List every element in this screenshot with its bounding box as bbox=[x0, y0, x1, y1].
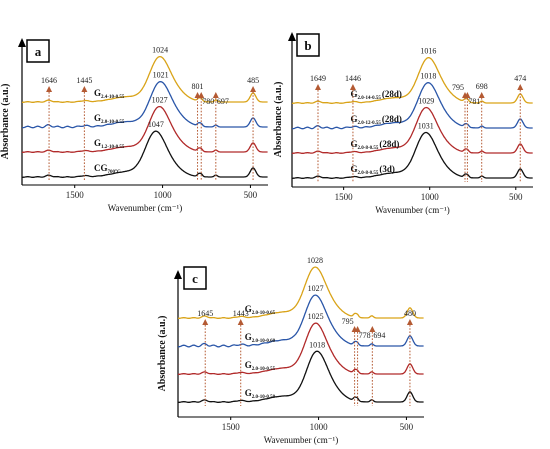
y-axis-label: Absorbance (a.u.) bbox=[157, 316, 168, 392]
series-label: G2.0-10-0.50 bbox=[245, 388, 276, 400]
x-tick-label: 1500 bbox=[222, 422, 241, 432]
x-axis-label: Wavenumber (cm⁻¹) bbox=[108, 203, 182, 213]
peak-annotation-label: 698 bbox=[476, 82, 488, 91]
series-label: G2.4-10-0.55 bbox=[94, 88, 125, 100]
peak-label: 1016 bbox=[420, 47, 436, 56]
spectrum-line-black bbox=[291, 131, 533, 179]
spectrum-line-red bbox=[291, 106, 533, 154]
peak-label: 1027 bbox=[308, 284, 324, 293]
series-label: G2.0-12-0.55(28d) bbox=[351, 114, 402, 126]
spectrum-line-red bbox=[178, 322, 424, 375]
y-axis-arrow bbox=[174, 270, 182, 279]
x-tick-label: 1500 bbox=[66, 190, 85, 200]
x-tick-label: 1000 bbox=[154, 190, 173, 200]
panel-a: 1500 1000 500 Wavenumber (cm⁻¹) Absorbance (… bbox=[0, 38, 268, 213]
spectrum-line-gold bbox=[21, 55, 268, 103]
peak-marker bbox=[212, 92, 219, 98]
peak-annotation-label: 1649 bbox=[310, 74, 326, 83]
series-label: G2.0-10-0.55 bbox=[245, 360, 276, 372]
peak-marker bbox=[250, 86, 257, 92]
peak-label: 1047 bbox=[148, 120, 164, 129]
peak-marker bbox=[81, 86, 88, 92]
spectrum-line-red bbox=[21, 105, 268, 153]
peak-annotation-label: 485 bbox=[247, 76, 259, 85]
peak-marker bbox=[406, 319, 413, 325]
series-label: G2.0-10-0.65 bbox=[245, 304, 276, 316]
peak-label: 1028 bbox=[307, 256, 323, 265]
peak-marker bbox=[202, 319, 209, 325]
peak-label: 1024 bbox=[152, 46, 168, 55]
peak-marker bbox=[517, 84, 524, 90]
peak-annotation-label: 795 bbox=[342, 317, 354, 326]
x-tick-label: 1500 bbox=[335, 192, 354, 202]
peak-annotation-label: 480 bbox=[404, 309, 416, 318]
panel-label: b bbox=[304, 38, 311, 53]
panel-label-box bbox=[183, 266, 207, 290]
panel-label-box bbox=[296, 33, 320, 57]
x-axis-label: Wavenumber (cm⁻¹) bbox=[375, 205, 449, 215]
peak-label: 1031 bbox=[418, 122, 434, 131]
peak-annotation-label: 694 bbox=[373, 331, 385, 340]
series-label: G2.0-10-0.60 bbox=[245, 332, 276, 344]
peak-label: 1018 bbox=[309, 340, 325, 349]
peak-label: 1021 bbox=[153, 71, 169, 80]
peak-marker bbox=[198, 92, 205, 98]
spectrum-line-gold bbox=[291, 57, 533, 104]
peak-marker bbox=[478, 92, 485, 98]
y-axis-label: Absorbance (a.u.) bbox=[0, 84, 11, 160]
spectrum-line-blue bbox=[22, 81, 268, 129]
peak-marker bbox=[369, 326, 376, 332]
panel-label: a bbox=[35, 44, 42, 59]
peak-label: 1018 bbox=[420, 72, 436, 81]
peak-annotation-label: 801 bbox=[192, 82, 204, 91]
peak-marker bbox=[349, 84, 356, 90]
peak-annotation-label: 781 bbox=[468, 97, 480, 106]
peak-annotation-label: 1443 bbox=[233, 309, 249, 318]
peak-annotation-label: 778 bbox=[359, 331, 371, 340]
x-tick-label: 1000 bbox=[421, 192, 440, 202]
series-label: CG700°C bbox=[94, 163, 121, 175]
series-label: G2.0-14-0.55(28d) bbox=[351, 89, 402, 101]
spectrum-line-blue bbox=[292, 82, 533, 130]
peak-label: 1027 bbox=[152, 96, 168, 105]
panel-label-box bbox=[26, 39, 50, 63]
series-label: G2.0-8-0.55(3d) bbox=[351, 164, 395, 176]
peak-annotation-label: 697 bbox=[217, 97, 229, 106]
peak-label: 1025 bbox=[308, 312, 324, 321]
spectrum-line-black bbox=[178, 350, 424, 403]
panel-b: 1500 1000 500 Wavenumber (cm⁻¹) Absorbance (… bbox=[273, 32, 533, 215]
spectrum-line-gold bbox=[178, 266, 424, 319]
peak-annotation-label: 1446 bbox=[345, 74, 361, 83]
x-tick-label: 500 bbox=[509, 192, 523, 202]
spectrum-line-blue bbox=[177, 294, 424, 348]
panel-label: c bbox=[192, 271, 198, 286]
y-axis-arrow bbox=[18, 38, 26, 47]
peak-annotation-label: 780 bbox=[202, 97, 214, 106]
peak-label: 1029 bbox=[418, 97, 434, 106]
x-tick-label: 500 bbox=[244, 190, 258, 200]
panel-c: 1500 1000 500 Wavenumber (cm⁻¹) Absorbance (… bbox=[157, 256, 424, 445]
y-axis-label: Absorbance (a.u.) bbox=[273, 82, 284, 158]
peak-marker bbox=[464, 92, 471, 98]
series-label: G2.0-10-0.55 bbox=[94, 113, 125, 125]
peak-marker bbox=[354, 326, 361, 332]
peak-annotation-label: 474 bbox=[514, 74, 526, 83]
peak-annotation-label: 1645 bbox=[197, 309, 213, 318]
peak-annotation-label: 795 bbox=[452, 83, 464, 92]
peak-marker bbox=[46, 86, 53, 92]
spectrum-line-black bbox=[21, 130, 268, 178]
x-axis-label: Wavenumber (cm⁻¹) bbox=[264, 435, 338, 445]
y-axis-arrow bbox=[288, 32, 296, 41]
peak-marker bbox=[314, 84, 321, 90]
x-tick-label: 500 bbox=[400, 422, 414, 432]
series-label: G2.0-8-0.55(28d) bbox=[351, 139, 400, 151]
peak-marker bbox=[237, 319, 244, 325]
peak-annotation-label: 1646 bbox=[41, 76, 57, 85]
series-label: G1.2-10-0.55 bbox=[94, 138, 125, 150]
peak-annotation-label: 1445 bbox=[76, 76, 92, 85]
x-tick-label: 1000 bbox=[310, 422, 329, 432]
